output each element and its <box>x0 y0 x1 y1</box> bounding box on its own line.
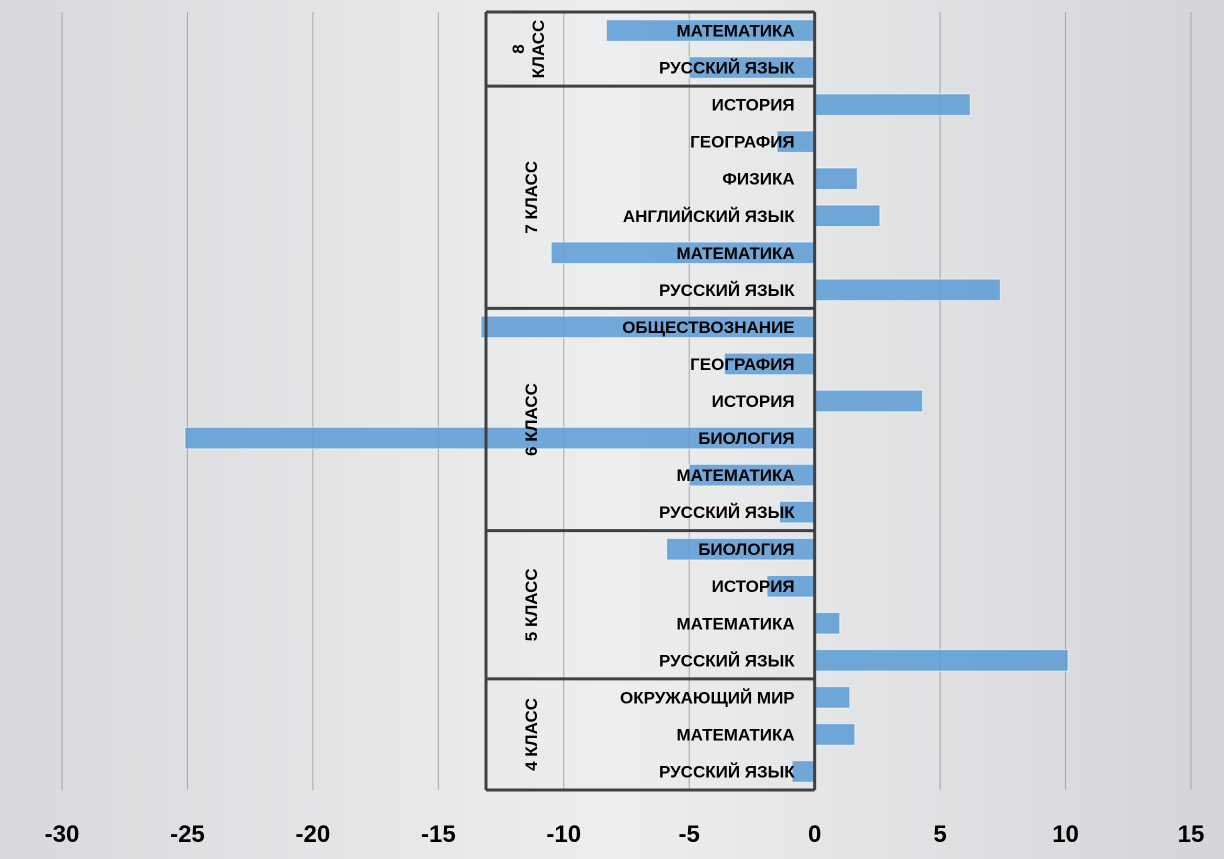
group-label: 4 КЛАСС <box>522 698 541 771</box>
x-tick-label: -10 <box>546 821 581 848</box>
group-label-line: КЛАСС <box>529 20 548 79</box>
category-label: РУССКИЙ ЯЗЫК <box>659 503 795 522</box>
x-tick-label: -30 <box>45 821 80 848</box>
group-separators <box>484 10 817 792</box>
category-label: РУССКИЙ ЯЗЫК <box>659 762 795 781</box>
group-label: 5 КЛАСС <box>522 568 541 641</box>
category-label: МАТЕМАТИКА <box>676 614 794 633</box>
bar-7-класс-физика <box>814 167 858 190</box>
x-tick-label: -5 <box>679 821 700 848</box>
bars <box>184 19 1069 783</box>
category-label: ФИЗИКА <box>722 170 794 189</box>
bar-6-класс-история <box>814 389 924 413</box>
bar-4-класс-математика <box>814 723 856 746</box>
category-label: МАТЕМАТИКА <box>676 244 794 263</box>
category-labels: РУССКИЙ ЯЗЫК МАТЕМАТИКА ОКРУЖАЮЩИЙ МИР РУСС… <box>620 22 795 782</box>
category-label: РУССКИЙ ЯЗЫК <box>659 59 795 78</box>
category-label: ИСТОРИЯ <box>712 577 795 596</box>
bar-4-класс-окружающий-мир <box>814 686 851 709</box>
group-labels: 4 КЛАСС 5 КЛАСС 6 КЛАСС 7 КЛАСС 8КЛАСС <box>509 20 548 771</box>
x-tick-label: -25 <box>170 821 205 848</box>
bar-7-класс-русский-язык <box>814 278 1001 302</box>
category-label: РУССКИЙ ЯЗЫК <box>659 281 795 300</box>
category-label: ГЕОГРАФИЯ <box>690 355 794 374</box>
group-label: 6 КЛАСС <box>522 383 541 456</box>
bar-5-класс-математика <box>814 612 841 635</box>
x-tick-label: 5 <box>933 821 946 848</box>
x-tick-label: 15 <box>1178 821 1205 848</box>
bar-4-класс-русский-язык <box>791 760 816 783</box>
bar-7-класс-история <box>814 93 971 116</box>
category-label: МАТЕМАТИКА <box>676 22 794 41</box>
x-tick-label: 10 <box>1052 821 1079 848</box>
category-label: МАТЕМАТИКА <box>676 725 794 744</box>
gridlines <box>61 12 1192 790</box>
category-label: ОКРУЖАЮЩИЙ МИР <box>620 688 795 707</box>
category-label: ГЕОГРАФИЯ <box>690 133 794 152</box>
category-label: РУССКИЙ ЯЗЫК <box>659 651 795 670</box>
category-label: БИОЛОГИЯ <box>698 429 794 448</box>
category-label: ИСТОРИЯ <box>712 392 795 411</box>
x-axis-ticks: -30 -25 -20 -15 -10 -5 0 5 10 15 <box>45 821 1205 848</box>
category-label: МАТЕМАТИКА <box>676 466 794 485</box>
group-label: 7 КЛАСС <box>522 161 541 234</box>
category-label: БИОЛОГИЯ <box>698 540 794 559</box>
category-label: АНГЛИЙСКИЙ ЯЗЫК <box>623 207 795 226</box>
category-label: ОБЩЕСТВОЗНАНИЕ <box>622 318 794 337</box>
group-label: 8КЛАСС <box>509 20 548 79</box>
category-label: ИСТОРИЯ <box>712 96 795 115</box>
group-label-line: 8 <box>509 44 528 53</box>
bar-5-класс-русский-язык <box>814 649 1069 672</box>
x-tick-label: 0 <box>808 821 821 848</box>
x-tick-label: -15 <box>421 821 456 848</box>
x-tick-label: -20 <box>296 821 331 848</box>
bar-7-класс-английский-язык <box>814 204 881 228</box>
